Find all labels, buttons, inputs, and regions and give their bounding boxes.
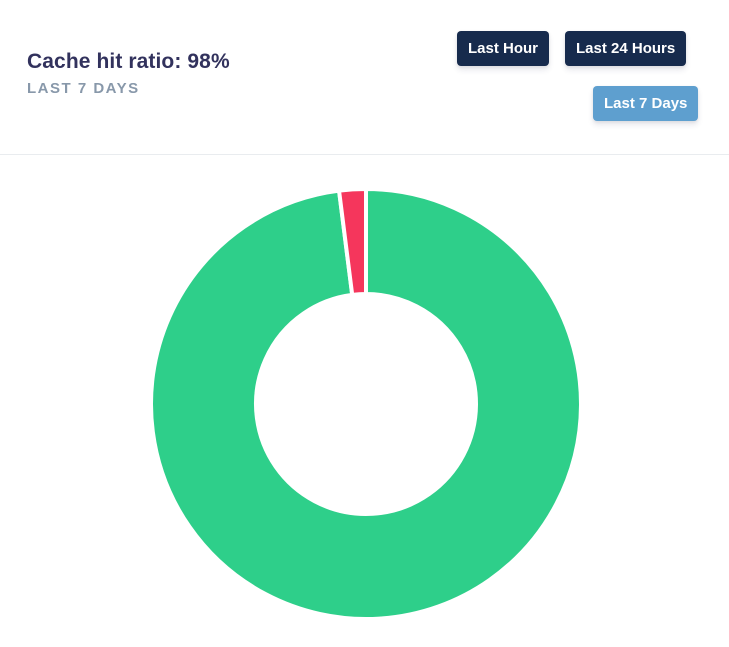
last-24-hours-button[interactable]: Last 24 Hours xyxy=(565,31,687,66)
last-7-days-button[interactable]: Last 7 Days xyxy=(593,86,699,121)
chart-title: Cache hit ratio: 98% xyxy=(27,50,230,73)
chart-subtitle: LAST 7 DAYS xyxy=(27,80,140,97)
miss-slice[interactable] xyxy=(336,186,368,298)
hit-slice[interactable] xyxy=(149,186,583,621)
chart-area xyxy=(0,155,729,647)
doughnut-chart xyxy=(149,186,583,621)
last-hour-button[interactable]: Last Hour xyxy=(457,31,550,66)
card-header: Cache hit ratio: 98% LAST 7 DAYS Last Ho… xyxy=(0,0,729,155)
